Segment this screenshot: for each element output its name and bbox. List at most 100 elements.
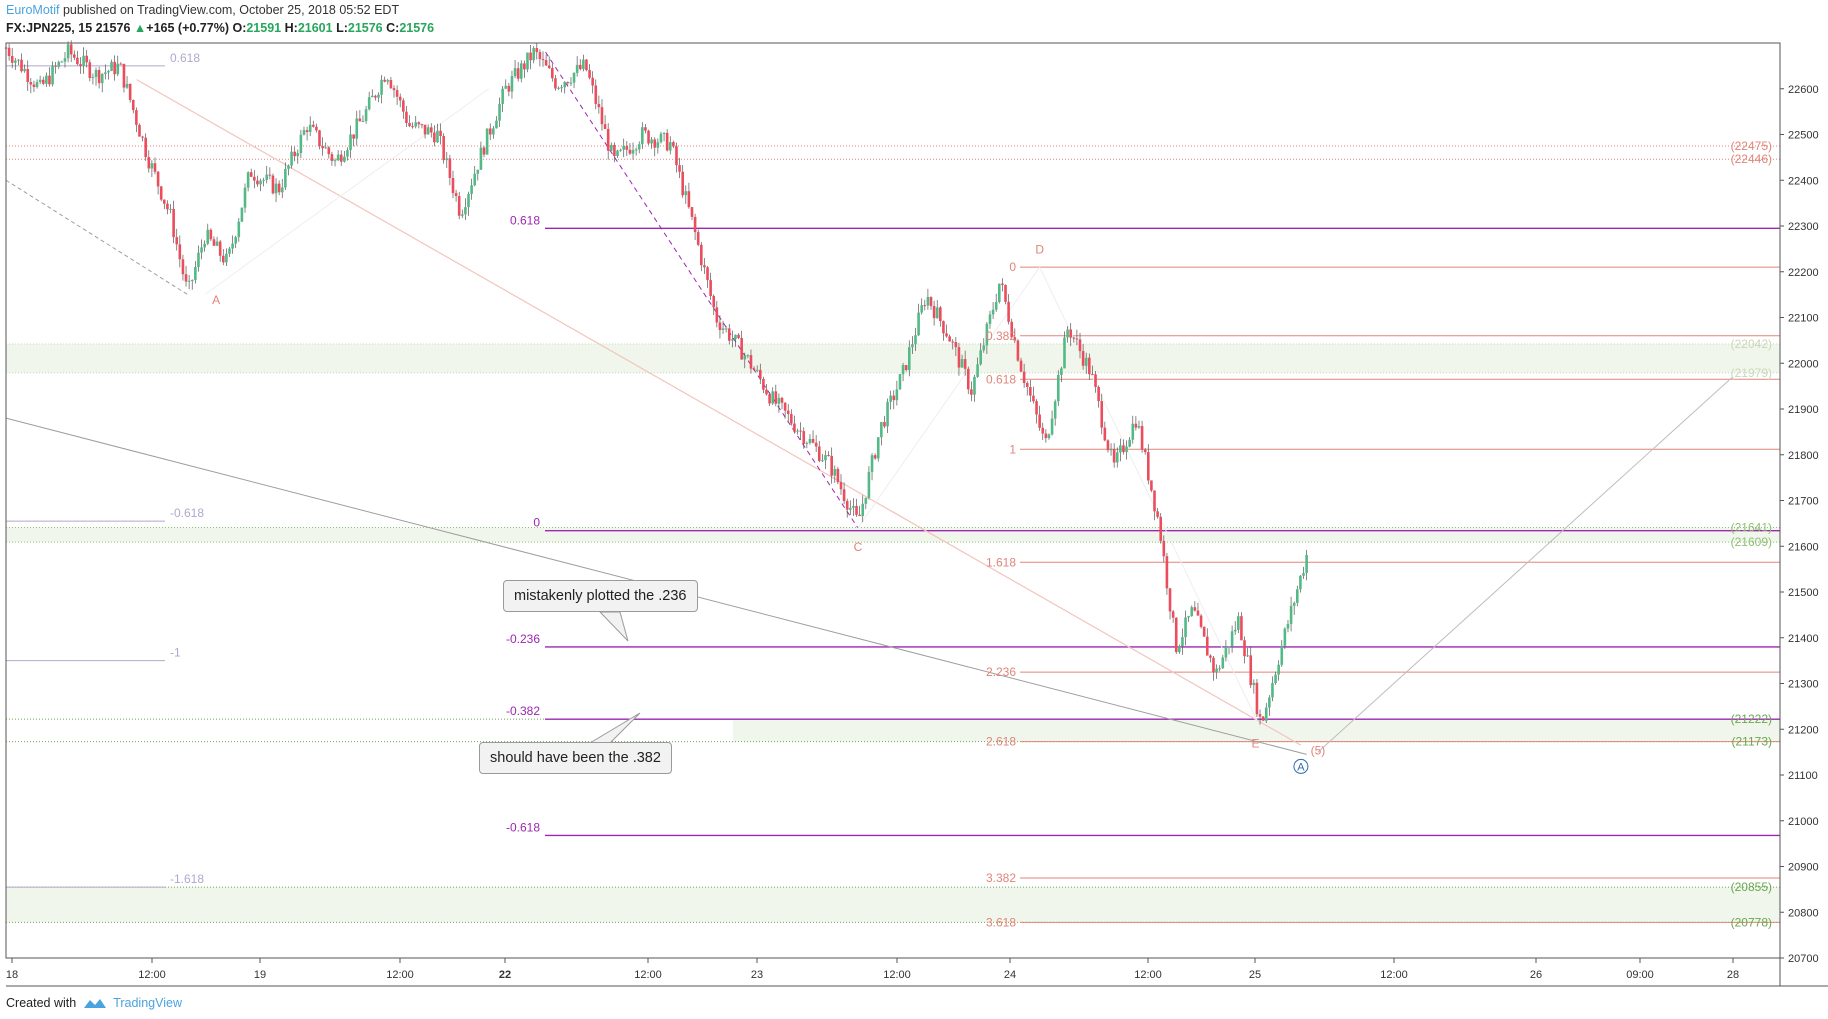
candle-body <box>367 97 371 110</box>
candle-body <box>122 63 126 88</box>
candle-body <box>1106 440 1110 451</box>
candle-body <box>476 169 480 174</box>
candle-body <box>1240 616 1243 641</box>
candle-body <box>1264 707 1268 721</box>
candle-body <box>709 280 712 297</box>
wave-label: E <box>1251 737 1259 751</box>
candle-body <box>852 505 855 508</box>
candle-body <box>479 147 483 170</box>
candle-body <box>253 176 256 181</box>
candle-body <box>901 365 905 375</box>
author-link[interactable]: EuroMotif <box>6 3 60 17</box>
candle-body <box>1199 615 1203 627</box>
candle-body <box>740 337 743 360</box>
candle-body <box>389 80 393 89</box>
candle-body <box>805 442 809 444</box>
candle-body <box>1159 516 1163 541</box>
candle-body <box>1131 423 1135 440</box>
candle-body <box>215 241 219 246</box>
candle-body <box>1181 637 1184 647</box>
candle-body <box>1094 374 1097 387</box>
candle-body <box>417 122 421 125</box>
candle-body <box>538 52 542 60</box>
candle-body <box>374 95 377 98</box>
candle-body <box>911 344 914 348</box>
candle-body <box>315 126 318 131</box>
tradingview-logo[interactable]: TradingView <box>82 996 182 1010</box>
candle-body <box>268 174 272 176</box>
candle-body <box>1075 338 1079 340</box>
x-tick-label: 18 <box>6 969 18 981</box>
candle-body <box>727 328 731 341</box>
candle-body <box>451 177 455 194</box>
candle-body <box>833 468 837 476</box>
candle-body <box>402 100 405 112</box>
candle-body <box>668 142 672 151</box>
candle-body <box>529 52 532 61</box>
candle-body <box>1047 434 1051 439</box>
candle-body <box>482 147 486 155</box>
candle-body <box>619 149 622 151</box>
callout-pointer-1 <box>598 611 629 642</box>
candle-body <box>17 59 20 61</box>
candle-body <box>107 70 110 73</box>
candle-body <box>262 179 265 181</box>
candle-body <box>907 347 911 370</box>
candle-body <box>1302 573 1305 576</box>
wave-leg-cd <box>857 266 1041 529</box>
x-tick-label: 12:00 <box>386 969 414 981</box>
candle-body <box>439 130 442 136</box>
candle-body <box>653 139 657 148</box>
candle-body <box>296 153 300 157</box>
candle-body <box>563 82 567 88</box>
candle-body <box>814 442 818 447</box>
candle-body <box>361 121 365 123</box>
candle-body <box>141 136 144 138</box>
candle-body <box>1271 683 1274 698</box>
candle-body <box>575 64 579 73</box>
candle-body <box>110 61 113 71</box>
last-price: 21576 <box>95 21 131 35</box>
candle-body <box>1305 554 1308 574</box>
candle-body <box>485 128 489 155</box>
y-tick-label: 20800 <box>1788 907 1819 919</box>
candle-body <box>41 79 45 84</box>
candle-body <box>1153 490 1156 512</box>
candle-body <box>26 68 30 83</box>
candle-body <box>935 307 939 319</box>
candle-body <box>591 77 594 86</box>
candle-body <box>163 199 166 204</box>
candle-body <box>895 389 899 401</box>
candle-body <box>464 207 467 215</box>
candle-body <box>625 145 629 150</box>
candle-body <box>1100 401 1104 428</box>
candle-body <box>1202 626 1206 637</box>
candle-body <box>57 61 61 67</box>
candle-body <box>631 149 635 154</box>
candle-body <box>566 82 570 84</box>
shaded-zone <box>733 719 1780 742</box>
candle-body <box>1243 640 1246 657</box>
candle-body <box>501 88 504 104</box>
candle-body <box>1025 382 1029 387</box>
symbol-label: FX:JPN225, 15 <box>6 21 93 35</box>
candle-body <box>696 232 700 245</box>
candle-body <box>153 163 157 172</box>
candle-body <box>1081 351 1085 366</box>
candle-body <box>45 75 48 84</box>
candle-body <box>339 154 343 162</box>
candle-body <box>737 334 740 338</box>
candle-body <box>1060 368 1063 375</box>
candle-body <box>802 431 806 444</box>
publish-line: EuroMotif published on TradingView.com, … <box>6 2 1206 20</box>
candle-body <box>85 55 89 63</box>
shaded-zone <box>6 887 1780 923</box>
candle-body <box>187 280 191 282</box>
candle-body <box>470 185 473 194</box>
candle-body <box>1174 617 1178 653</box>
candle-body <box>246 172 250 188</box>
candle-body <box>287 165 290 169</box>
candle-body <box>516 68 520 79</box>
publish-info: published on TradingView.com, October 25… <box>62 3 400 17</box>
